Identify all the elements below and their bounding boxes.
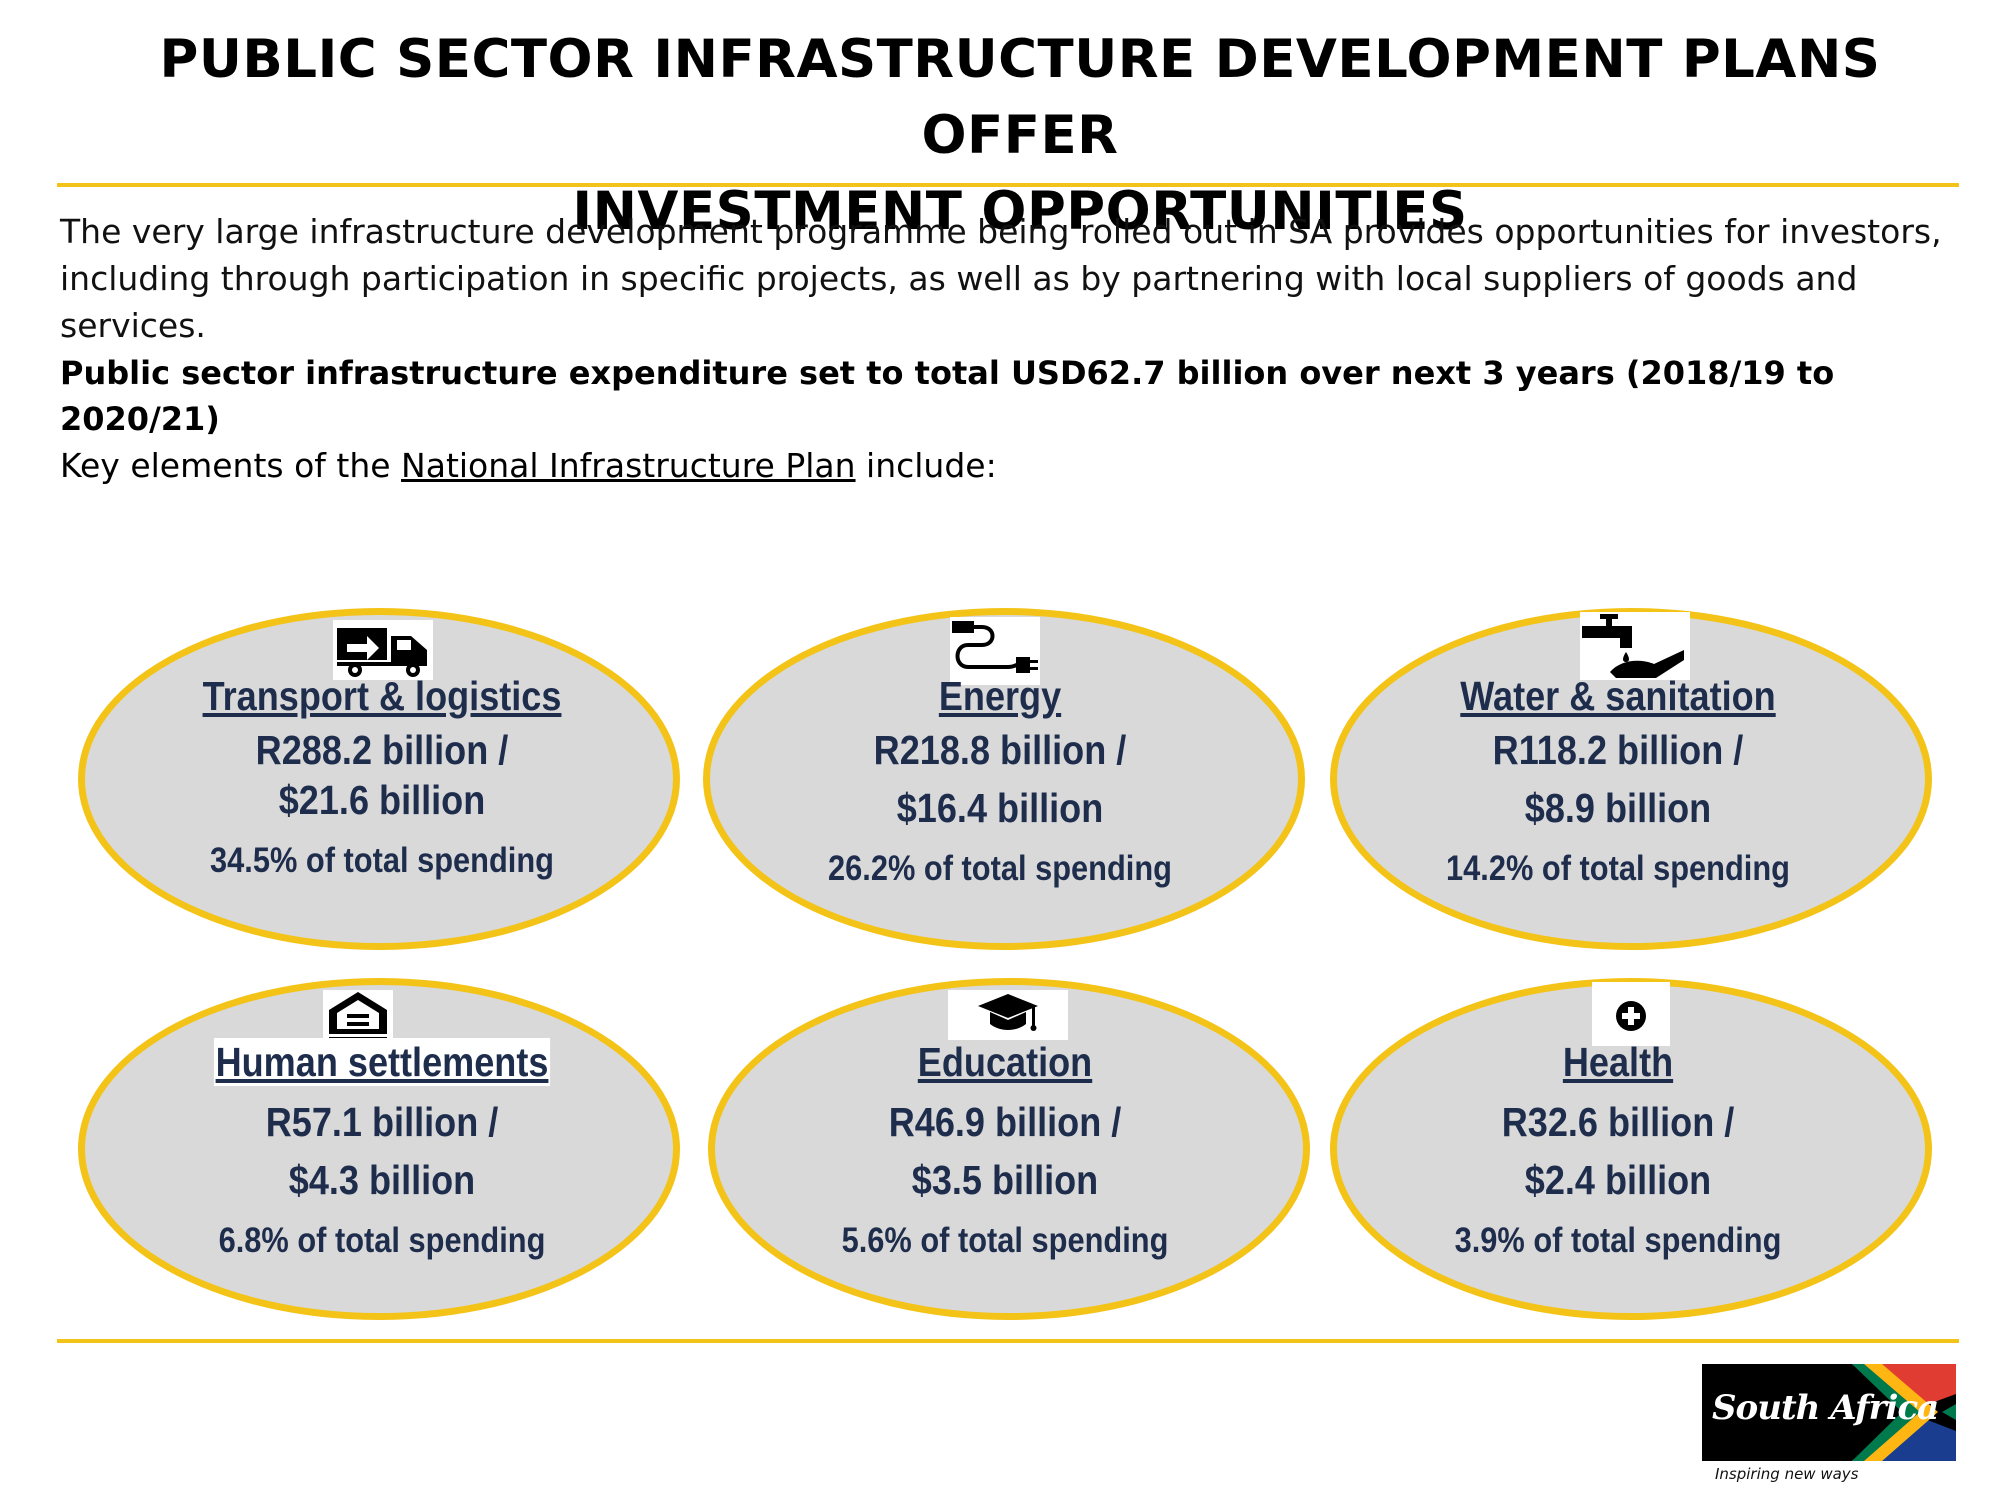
sector-name: Transport & logistics: [202, 673, 562, 719]
south-africa-logo: South Africa: [1702, 1364, 1956, 1461]
sector-rand-amount: R57.1 billion /: [265, 1099, 499, 1145]
sector-oval-education: [708, 978, 1310, 1320]
sector-share: 26.2% of total spending: [828, 849, 1172, 888]
national-infrastructure-plan-link[interactable]: National Infrastructure Plan: [401, 446, 856, 485]
water-tap-icon: [1580, 612, 1690, 680]
equal-housing-icon: [323, 990, 393, 1046]
sector-water: Water & sanitation R118.2 billion / $8.9…: [1372, 672, 1865, 890]
sector-transport: Transport & logistics R288.2 billion / $…: [136, 672, 629, 882]
sector-share: 6.8% of total spending: [218, 1221, 546, 1260]
sector-usd-amount: $2.4 billion: [1524, 1157, 1712, 1203]
truck-icon: [333, 620, 433, 680]
sector-rand-amount: R46.9 billion /: [888, 1099, 1122, 1145]
graduation-cap-icon: [948, 990, 1068, 1040]
page-title: PUBLIC SECTOR INFRASTRUCTURE DEVELOPMENT…: [60, 22, 1980, 250]
key-elements-prefix: Key elements of the: [60, 446, 402, 485]
sector-name: Energy: [938, 673, 1062, 719]
sector-rand-amount: R118.2 billion /: [1492, 727, 1744, 773]
sector-usd-amount: $21.6 billion: [278, 777, 486, 823]
sector-name: Water & sanitation: [1460, 673, 1776, 719]
intro-line-1: The very large infrastructure developmen…: [60, 212, 1942, 251]
expenditure-headline: Public sector infrastructure expenditure…: [60, 354, 1835, 438]
sector-education: Education R46.9 billion / $3.5 billion 5…: [759, 1038, 1252, 1262]
sector-share: 14.2% of total spending: [1446, 849, 1790, 888]
sector-name: Human settlements: [213, 1038, 551, 1086]
logo-tagline: Inspiring new ways: [1715, 1465, 1859, 1483]
sector-rand-amount: R218.8 billion /: [873, 727, 1127, 773]
health-cross-icon: [1592, 982, 1670, 1046]
sector-share: 34.5% of total spending: [210, 841, 554, 880]
logo-text: South Africa: [1712, 1388, 1939, 1428]
sector-share: 3.9% of total spending: [1454, 1221, 1782, 1260]
sector-oval-human-settlements: [78, 978, 680, 1320]
intro-line-2: including through participation in speci…: [60, 259, 1858, 345]
power-plug-icon: [950, 617, 1040, 685]
bottom-divider: [57, 1339, 1959, 1343]
key-elements-suffix: include:: [855, 446, 997, 485]
sector-usd-amount: $4.3 billion: [288, 1157, 476, 1203]
sector-usd-amount: $8.9 billion: [1524, 785, 1712, 831]
sector-rand-amount: R288.2 billion /: [255, 727, 509, 773]
page-title-line-1: PUBLIC SECTOR INFRASTRUCTURE DEVELOPMENT…: [159, 29, 1881, 166]
sector-health: Health R32.6 billion / $2.4 billion 3.9%…: [1372, 1038, 1865, 1262]
sector-rand-amount: R32.6 billion /: [1501, 1099, 1735, 1145]
top-divider: [57, 183, 1959, 187]
key-elements-line: Key elements of the National Infrastruct…: [60, 443, 1960, 489]
sector-name: Health: [1562, 1039, 1674, 1085]
page-title-line-2: INVESTMENT OPPORTUNITIES: [572, 181, 1468, 242]
sector-usd-amount: $16.4 billion: [896, 785, 1104, 831]
sector-share: 5.6% of total spending: [841, 1221, 1169, 1260]
sector-energy: Energy R218.8 billion / $16.4 billion 26…: [754, 672, 1247, 890]
sector-name: Education: [917, 1039, 1093, 1085]
intro-paragraph: The very large infrastructure developmen…: [60, 208, 1960, 349]
sector-human-settlements: Human settlements R57.1 billion / $4.3 b…: [136, 1038, 629, 1262]
sector-usd-amount: $3.5 billion: [911, 1157, 1099, 1203]
